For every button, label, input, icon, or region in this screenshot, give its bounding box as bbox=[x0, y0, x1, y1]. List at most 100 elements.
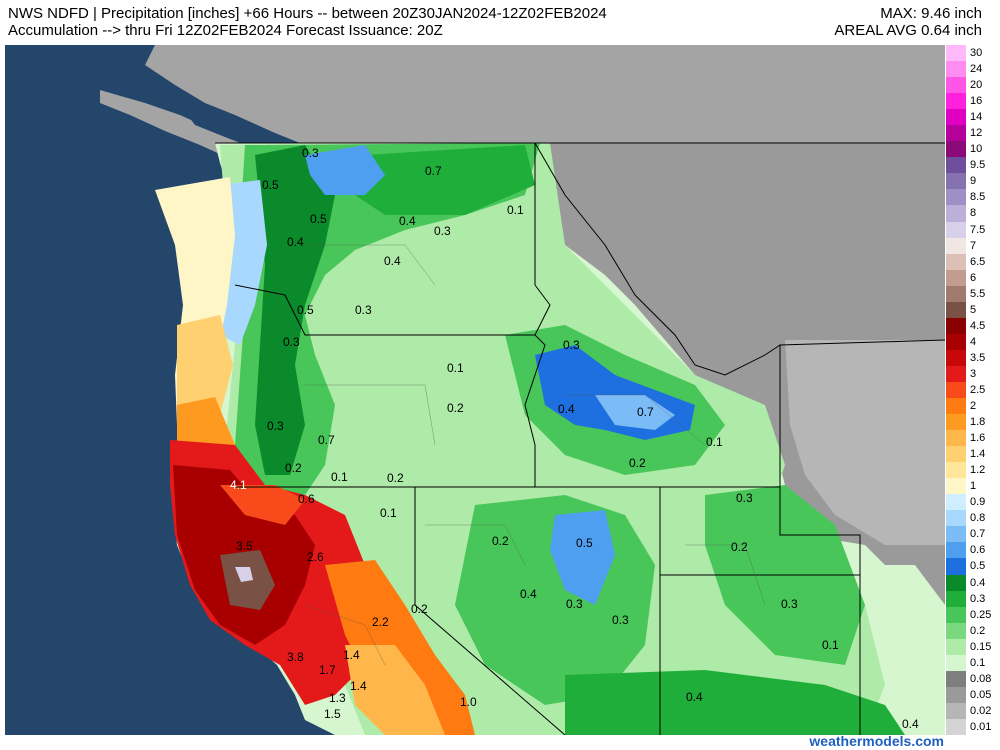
map-label: 0.2 bbox=[387, 471, 404, 485]
legend-swatch bbox=[946, 333, 966, 351]
legend-swatch bbox=[946, 365, 966, 383]
legend-label: 0.08 bbox=[970, 672, 992, 685]
precip-0.4-cascades bbox=[255, 145, 335, 475]
legend-swatch bbox=[946, 686, 966, 704]
map-label: 0.4 bbox=[384, 254, 401, 268]
legend-label: 14 bbox=[970, 111, 983, 124]
map-label: 0.4 bbox=[287, 235, 304, 249]
map-label: 3.5 bbox=[236, 539, 253, 553]
map-label: 0.5 bbox=[297, 303, 314, 317]
legend-label: 0.5 bbox=[970, 560, 986, 573]
legend-label: 0.02 bbox=[970, 704, 992, 717]
legend-swatch bbox=[946, 510, 966, 527]
map-label: 0.4 bbox=[558, 402, 575, 416]
map-label: 0.3 bbox=[612, 613, 629, 627]
map-label: 1.7 bbox=[319, 663, 336, 677]
map-label: 2.2 bbox=[372, 615, 389, 629]
legend-label: 3 bbox=[970, 367, 977, 380]
legend-swatch bbox=[946, 542, 966, 559]
legend-swatch bbox=[946, 301, 966, 319]
legend-swatch bbox=[946, 414, 966, 431]
areal-average: AREAL AVG 0.64 inch bbox=[834, 22, 982, 39]
legend-swatch bbox=[946, 606, 966, 624]
legend-label: 1.4 bbox=[970, 448, 986, 461]
legend-swatch bbox=[946, 430, 966, 447]
precip-7-norcal bbox=[235, 567, 253, 582]
legend-label: 9 bbox=[970, 175, 977, 188]
map-label: 0.1 bbox=[706, 435, 723, 449]
legend-label: 0.05 bbox=[970, 688, 992, 701]
legend-label: 1.6 bbox=[970, 432, 986, 445]
legend-swatch bbox=[946, 526, 966, 543]
legend-label: 0.8 bbox=[970, 512, 986, 525]
map-label: 0.3 bbox=[736, 491, 753, 505]
map-label: 0.5 bbox=[310, 212, 327, 226]
precip-0.5-nevada bbox=[550, 510, 615, 605]
legend-label: 1.8 bbox=[970, 416, 986, 429]
map-label: 3.8 bbox=[287, 650, 304, 664]
legend-swatch bbox=[946, 141, 966, 158]
map-label: 0.5 bbox=[576, 536, 593, 550]
legend-swatch bbox=[946, 237, 966, 255]
map-label: 0.4 bbox=[902, 717, 919, 731]
legend-swatch bbox=[946, 109, 966, 126]
legend-swatch bbox=[946, 398, 966, 415]
map-label: 2.6 bbox=[307, 550, 324, 564]
legend-label: 1 bbox=[970, 480, 977, 493]
legend-label: 0.4 bbox=[970, 576, 986, 589]
legend-label: 0.2 bbox=[970, 624, 986, 637]
legend-label: 6.5 bbox=[970, 255, 986, 268]
legend-swatch bbox=[946, 45, 966, 62]
legend-swatch bbox=[946, 77, 966, 94]
legend-swatch bbox=[946, 173, 966, 190]
legend-swatch bbox=[946, 494, 966, 511]
legend-swatch bbox=[946, 221, 966, 239]
map-label: 0.4 bbox=[520, 587, 537, 601]
legend-label: 24 bbox=[970, 63, 983, 76]
map-label: 0.4 bbox=[686, 690, 703, 704]
map-label: 0.2 bbox=[492, 534, 509, 548]
legend-swatch bbox=[946, 253, 966, 271]
map-label: 0.3 bbox=[355, 303, 372, 317]
color-legend: 30 24 20 16 14 12 10 9.5 9 8.5 8 7.5 7 6.5 6 5.5 5 4.5 4 3.… bbox=[946, 45, 1000, 736]
precip-0.5-olympics bbox=[305, 145, 385, 195]
legend-swatch bbox=[946, 670, 966, 688]
state-borders bbox=[215, 142, 945, 735]
map-label: 0.1 bbox=[447, 361, 464, 375]
legend-label: 12 bbox=[970, 127, 983, 140]
legend-label: 5 bbox=[970, 303, 977, 316]
map-label: 0.2 bbox=[411, 602, 428, 616]
map-label: 0.3 bbox=[267, 419, 284, 433]
legend-label: 1.2 bbox=[970, 464, 986, 477]
legend-label: 4 bbox=[970, 335, 977, 348]
map-label: 0.4 bbox=[399, 214, 416, 228]
legend-label: 5.5 bbox=[970, 287, 986, 300]
legend-swatch bbox=[946, 622, 966, 640]
precip-0.25-south bbox=[565, 670, 905, 735]
legend-label: 16 bbox=[970, 95, 983, 108]
county-lines bbox=[304, 244, 766, 666]
legend-swatch bbox=[946, 317, 966, 335]
map-label: 0.1 bbox=[507, 203, 524, 217]
legend-swatch bbox=[946, 349, 966, 367]
legend-swatch bbox=[946, 478, 966, 495]
map-label: 0.5 bbox=[262, 178, 279, 192]
precip-0.7-idaho bbox=[595, 395, 675, 430]
precip-1.6-coast bbox=[177, 315, 233, 430]
map-label: 1.3 bbox=[329, 691, 346, 705]
precip-0.4-north bbox=[355, 145, 535, 215]
legend-label: 0.9 bbox=[970, 496, 986, 509]
legend-swatch bbox=[946, 189, 966, 206]
legend-swatch bbox=[946, 157, 966, 174]
legend-swatch bbox=[946, 462, 966, 479]
legend-swatch bbox=[946, 718, 966, 736]
legend-label: 7 bbox=[970, 239, 977, 252]
legend-label: 0.01 bbox=[970, 720, 992, 733]
map-label: 0.7 bbox=[425, 164, 442, 178]
legend-label: 2 bbox=[970, 400, 977, 413]
map-label: 0.2 bbox=[629, 456, 646, 470]
precipitation-map: 0.3 0.7 0.5 0.5 0.4 0.1 0.3 0.4 0.4 0.5 … bbox=[5, 45, 945, 735]
precip-value-labels: 0.3 0.7 0.5 0.5 0.4 0.1 0.3 0.4 0.4 0.5 … bbox=[230, 146, 919, 731]
map-label: 0.2 bbox=[731, 540, 748, 554]
legend-label: 3.5 bbox=[970, 351, 986, 364]
